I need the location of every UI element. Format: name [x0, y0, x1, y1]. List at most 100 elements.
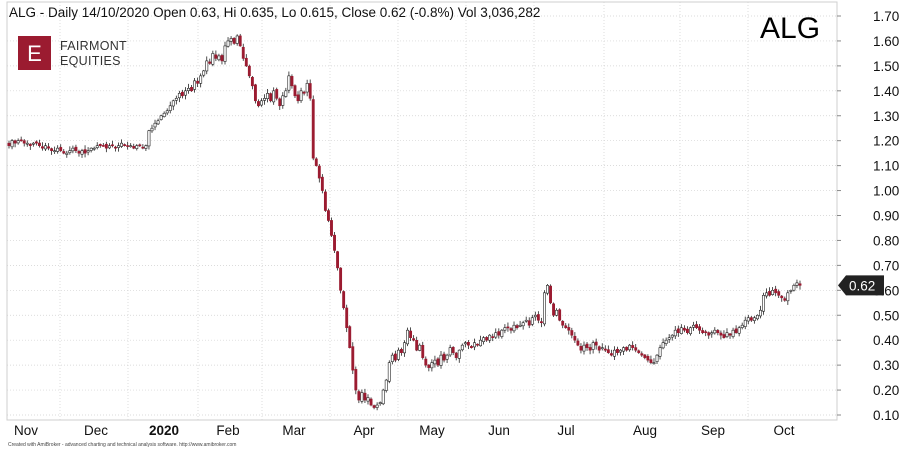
candle-body	[393, 353, 397, 361]
candle-body	[673, 329, 677, 337]
candle-body	[311, 99, 315, 159]
candle-body	[488, 334, 492, 341]
candle-body	[305, 83, 309, 93]
candle-body	[120, 142, 124, 147]
candle-body	[190, 87, 193, 92]
candle-body	[165, 110, 169, 114]
candle-body	[500, 329, 504, 337]
candle-body	[743, 319, 747, 327]
candle-body	[777, 291, 781, 296]
candle-body	[141, 146, 145, 149]
candle-body	[272, 90, 276, 103]
candle-body	[345, 307, 349, 329]
y-tick-label: 1.20	[873, 134, 899, 149]
y-tick-label: 1.10	[873, 159, 899, 174]
candle-body	[412, 338, 416, 341]
x-tick-label: Mar	[282, 423, 306, 438]
candle-body	[156, 120, 160, 125]
candle-body	[737, 327, 741, 334]
candle-body	[41, 146, 44, 149]
candle-body	[47, 146, 50, 149]
candle-body	[269, 93, 273, 102]
candle-body	[147, 130, 151, 147]
candle-body	[460, 344, 464, 351]
candle-body	[19, 139, 23, 142]
candle-body	[77, 151, 81, 154]
candle-body	[396, 349, 400, 360]
candle-body	[631, 345, 635, 348]
candle-body	[795, 282, 799, 286]
candle-body	[658, 347, 662, 357]
candle-body	[56, 147, 60, 152]
candle-body	[260, 100, 263, 106]
candle-body	[649, 359, 653, 363]
candle-body	[415, 340, 419, 351]
candle-body	[521, 322, 525, 327]
candle-body	[220, 55, 224, 62]
candle-body	[357, 391, 361, 401]
candle-body	[573, 335, 577, 341]
candle-body	[774, 288, 778, 294]
candle-body	[603, 348, 607, 351]
candle-body	[509, 328, 513, 331]
candle-body	[217, 55, 221, 61]
candle-body	[749, 317, 753, 321]
candle-body	[135, 145, 139, 149]
x-tick-label: Sep	[701, 423, 725, 438]
candle-body	[731, 329, 735, 337]
candle-body	[433, 359, 437, 365]
candle-body	[244, 57, 248, 67]
y-tick-label: 1.60	[873, 34, 899, 49]
candle-body	[372, 405, 376, 408]
candle-body	[184, 90, 187, 96]
candle-body	[588, 347, 592, 351]
candle-body	[208, 61, 212, 64]
y-tick-label: 1.30	[873, 109, 899, 124]
x-tick-label: May	[419, 423, 445, 438]
candle-body	[28, 143, 32, 146]
candle-body	[266, 93, 270, 99]
credit-text: Created with AmiBroker - advanced charti…	[8, 442, 236, 448]
x-tick-label: Aug	[633, 423, 657, 438]
candle-body	[10, 140, 14, 148]
candle-body	[734, 328, 738, 334]
y-tick-label: 1.70	[873, 9, 899, 24]
candle-body	[597, 346, 601, 351]
candle-body	[722, 334, 726, 338]
candle-body	[670, 334, 674, 338]
candle-body	[375, 404, 379, 408]
x-tick-label: Jul	[557, 423, 574, 438]
candle-body	[34, 141, 38, 144]
y-tick-label: 0.90	[873, 209, 899, 224]
candle-body	[625, 346, 629, 351]
candle-body	[65, 152, 69, 155]
candle-body	[342, 291, 346, 309]
candle-body	[798, 283, 802, 286]
candle-body	[676, 328, 680, 334]
candle-body	[436, 358, 440, 366]
candle-body	[524, 319, 528, 322]
candle-body	[765, 292, 768, 297]
candle-body	[333, 234, 336, 251]
candle-body	[643, 354, 647, 358]
candle-body	[473, 342, 476, 348]
candle-body	[7, 142, 11, 146]
candle-body	[661, 342, 665, 349]
y-tick-label: 0.30	[873, 358, 899, 373]
candle-body	[664, 339, 668, 344]
candle-body	[533, 314, 537, 318]
candle-body	[95, 145, 99, 148]
candle-body	[238, 35, 242, 47]
candle-body	[792, 285, 796, 291]
candle-body	[98, 144, 102, 146]
candle-body	[153, 122, 157, 128]
candle-body	[138, 144, 142, 147]
candle-body	[579, 345, 583, 351]
candlestick-series	[7, 33, 802, 411]
candle-body	[506, 326, 510, 329]
candle-body	[168, 105, 172, 111]
candle-body	[463, 342, 467, 345]
candle-body	[427, 364, 431, 368]
candle-body	[89, 147, 93, 151]
